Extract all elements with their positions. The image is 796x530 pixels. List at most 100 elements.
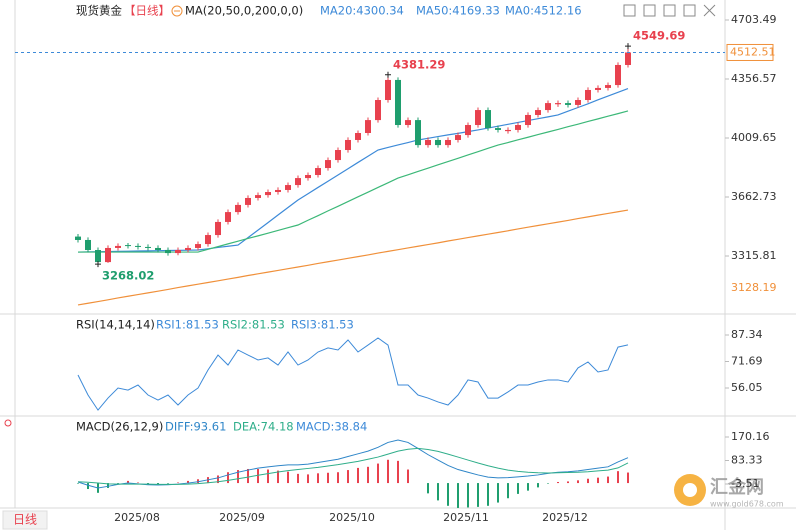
candle-body bbox=[225, 212, 231, 222]
candle-body bbox=[405, 120, 411, 126]
x-tick-label: 2025/11 bbox=[443, 511, 489, 524]
y-tick-label: 56.05 bbox=[731, 381, 763, 394]
price-tag bbox=[726, 43, 774, 61]
y-tick-label: 4703.49 bbox=[731, 13, 777, 26]
candle-body bbox=[165, 250, 171, 254]
watermark-url: www.gold678.com bbox=[710, 500, 784, 509]
annotation-marker bbox=[625, 43, 631, 50]
candle-body bbox=[115, 245, 121, 248]
candle-body bbox=[555, 103, 561, 105]
ma0-value: MA0:4512.16 bbox=[505, 4, 582, 18]
candle-body bbox=[385, 79, 391, 101]
candle-body bbox=[605, 85, 611, 88]
y-tick-label: 71.69 bbox=[731, 355, 763, 368]
x-tick-label: 2025/10 bbox=[329, 511, 375, 524]
y-tick-label: 4356.57 bbox=[731, 72, 777, 85]
candle-body bbox=[175, 250, 181, 254]
icon[interactable] bbox=[643, 4, 656, 17]
candle-body bbox=[525, 114, 531, 126]
ma50-value: MA50:4169.33 bbox=[416, 4, 500, 18]
icon[interactable] bbox=[623, 4, 636, 17]
dea-line bbox=[77, 447, 629, 485]
candle-body bbox=[285, 185, 291, 190]
rsi-legend: RSI1:81.53 bbox=[156, 318, 219, 332]
y-tick-label: 3315.81 bbox=[731, 249, 777, 262]
y-tick-label: 87.34 bbox=[731, 328, 763, 341]
candle-body bbox=[155, 247, 161, 251]
candle-body bbox=[375, 100, 381, 121]
candle-body bbox=[215, 221, 221, 236]
candle-body bbox=[595, 87, 601, 90]
y-tick-label: 3662.73 bbox=[731, 190, 777, 203]
candle-body bbox=[75, 236, 81, 240]
period-button-label[interactable]: 日线 bbox=[13, 513, 37, 527]
candle-body bbox=[85, 239, 91, 251]
rsi-line bbox=[77, 337, 629, 411]
ma-indicator[interactable]: MA(20,50,0,200,0,0) bbox=[185, 4, 303, 18]
candle-body bbox=[355, 133, 361, 140]
y-tick-label: -3.51 bbox=[731, 477, 759, 490]
candle-body bbox=[325, 160, 331, 169]
candle-body bbox=[235, 204, 241, 213]
settings-icon[interactable] bbox=[4, 419, 12, 427]
y-tick-label: 83.33 bbox=[731, 454, 763, 467]
x-tick-label: 2025/09 bbox=[219, 511, 265, 524]
watermark-logo bbox=[683, 483, 697, 497]
candle-body bbox=[125, 245, 131, 247]
candle-body bbox=[105, 247, 111, 263]
candle-body bbox=[565, 103, 571, 105]
y-tick-label: 170.16 bbox=[731, 430, 770, 443]
candle-body bbox=[465, 125, 471, 136]
ma20-value: MA20:4300.34 bbox=[320, 4, 404, 18]
candle-body bbox=[275, 189, 281, 193]
annotation-label: 4549.69 bbox=[633, 29, 685, 43]
annotation-label: 3268.02 bbox=[102, 269, 154, 283]
y-tick-label: 4009.65 bbox=[731, 131, 777, 144]
candle-body bbox=[195, 244, 201, 248]
icon[interactable] bbox=[663, 4, 676, 17]
macd-legend: MACD(26,12,9) bbox=[76, 420, 163, 434]
candle-body bbox=[625, 52, 631, 65]
candle-body bbox=[135, 245, 141, 247]
candle-body bbox=[335, 150, 341, 161]
icon[interactable] bbox=[683, 4, 696, 17]
candle-body bbox=[485, 110, 491, 129]
period-label[interactable]: 【日线】 bbox=[124, 4, 170, 18]
candle-body bbox=[145, 246, 151, 248]
watermark: 汇金网 www.gold678.com bbox=[674, 474, 784, 509]
macd-legend: MACD:38.84 bbox=[296, 420, 367, 434]
candle-body bbox=[295, 178, 301, 186]
macd-legend: DEA:74.18 bbox=[233, 420, 294, 434]
x-tick-label: 2025/12 bbox=[542, 511, 588, 524]
ma-line bbox=[77, 209, 629, 306]
candle-body bbox=[425, 139, 431, 146]
candle-body bbox=[615, 64, 621, 86]
close-icon[interactable] bbox=[703, 4, 716, 17]
annotation-label: 4381.29 bbox=[393, 57, 445, 71]
candle-body bbox=[495, 128, 501, 130]
candle-body bbox=[455, 135, 461, 140]
candle-body bbox=[305, 175, 311, 179]
annotation-marker bbox=[95, 261, 101, 268]
candle-body bbox=[545, 103, 551, 111]
macd-legend: DIFF:93.61 bbox=[165, 420, 226, 434]
candle-body bbox=[475, 110, 481, 126]
candle-body bbox=[435, 139, 441, 146]
candle-body bbox=[245, 197, 251, 205]
candle-body bbox=[445, 139, 451, 146]
period-button[interactable] bbox=[2, 510, 48, 530]
candle-body bbox=[205, 235, 211, 245]
candle-body bbox=[365, 120, 371, 134]
candle-body bbox=[535, 110, 541, 115]
candle-body bbox=[255, 195, 261, 198]
candle-body bbox=[95, 250, 101, 263]
candle-body bbox=[505, 129, 511, 132]
watermark-name: 汇金网 bbox=[710, 476, 764, 498]
annotation-marker bbox=[385, 71, 391, 78]
candle-body bbox=[345, 139, 351, 151]
toggle-icon[interactable] bbox=[171, 5, 183, 17]
candle-body bbox=[575, 100, 581, 105]
low-label: 3128.19 bbox=[731, 281, 777, 294]
candle-body bbox=[415, 120, 421, 146]
